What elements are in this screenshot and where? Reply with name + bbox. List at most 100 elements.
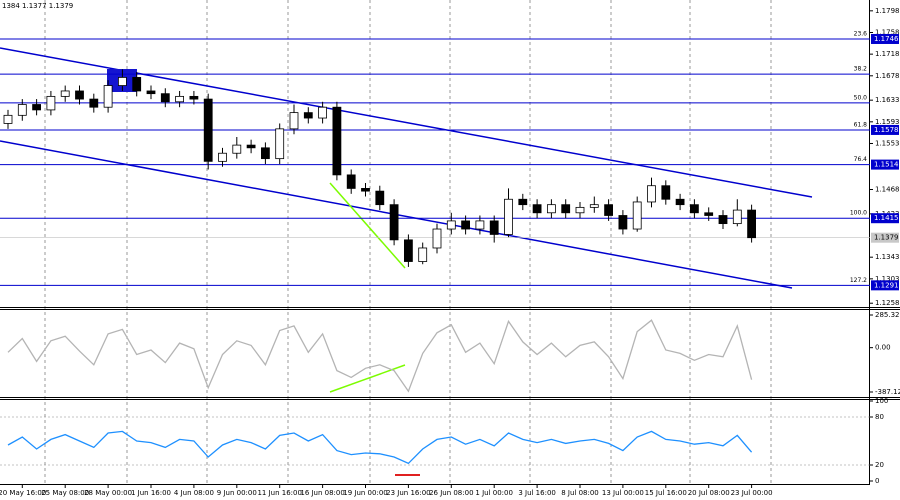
x-tick-label: 13 Jul 00:00 [602,489,644,497]
candle-body [46,95,56,111]
candle-body [403,239,413,262]
x-tick-label: 20 Jul 08:00 [688,489,730,497]
x-tick-label: 8 Jul 08:00 [561,489,599,497]
candle-body [747,209,756,239]
candle-body [418,247,428,262]
candle-body [203,98,213,162]
candle-body [704,212,714,216]
x-tick-label: 23 Jul 00:00 [731,489,773,497]
y-tick-label: 1.1758 [875,28,900,36]
candle-body [189,95,199,100]
x-tick-label: 11 Jun 16:00 [257,489,301,497]
level-label: 76.4 [854,156,868,163]
x-tick-label: 25 May 08:00 [41,489,89,497]
candle-body [647,185,656,203]
candle-body [260,147,270,160]
indicator-line [7,430,753,465]
candle-body [732,209,742,225]
candle-body [218,152,227,162]
y-tick-label: 1.1633 [875,96,900,104]
candle-body [160,93,170,103]
price-box [871,213,899,224]
level-label: 100.0 [850,210,867,217]
candle-body [461,220,471,230]
candle-body [318,106,328,119]
x-tick-label: 26 Jun 08:00 [429,489,473,497]
x-tick-label: 9 Jun 00:00 [217,489,257,497]
y-tick-label: 1.1678 [875,72,900,80]
y-tick-label: 1.1468 [875,186,900,194]
y-tick-label: 1.1258 [875,299,900,307]
y-tick-label: 1.1718 [875,50,900,58]
candle-body [446,220,456,230]
y-tick-label: 80 [875,413,884,421]
candle-body [375,190,385,206]
candle-body [118,77,127,86]
chart-header: 1384 1.1377 1.1379 [2,2,73,10]
candle-body [661,185,671,200]
level-label: 61.8 [854,121,868,128]
candle-body [361,188,370,192]
level-label: 38.2 [854,66,868,73]
price-box-label: 1.1291 [874,281,899,289]
level-label: 50.0 [854,94,868,101]
y-tick-label: 20 [875,461,884,469]
level-label: 127.2 [850,277,867,284]
price-box-label: 1.1746 [874,35,899,43]
grid [44,0,772,484]
price-box-label: 1.1514 [874,161,899,169]
x-tick-label: 23 Jun 16:00 [386,489,430,497]
candle-body [690,204,699,214]
level-label: 23.6 [854,30,868,37]
candle-body [289,112,299,130]
indicator-line [7,319,753,393]
candle-body [3,114,13,124]
candle-body [604,204,613,216]
current-price-label: 1.1379 [874,234,899,242]
candle-body [346,174,356,189]
price-box [871,159,899,170]
candle-body [589,204,599,208]
x-tick-label: 28 May 00:00 [84,489,132,497]
candle-body [489,220,499,235]
price-box [871,124,899,135]
y-tick-label: 0.00 [875,344,891,352]
candle-body [632,201,642,230]
y-tick-label: 1.1303 [875,275,900,283]
candle-body [547,204,556,214]
x-tick-label: 15 Jul 16:00 [645,489,687,497]
candle-body [132,77,142,92]
x-tick-label: 3 Jul 16:00 [518,489,556,497]
price-box [871,33,899,44]
x-tick-label: 1 Jun 16:00 [131,489,171,497]
candle-body [303,112,313,119]
candle-body [518,198,528,206]
candle-body [232,144,242,154]
x-tick-label: 16 Jun 08:00 [300,489,344,497]
y-tick-label: 285.322 [875,311,900,319]
x-tick-label: 1 Jul 00:00 [475,489,513,497]
y-tick-label: 0 [875,477,879,485]
candle-body [675,198,685,206]
x-tick-label: 4 Jun 08:00 [174,489,214,497]
y-tick-label: 1.1343 [875,253,900,261]
candle-body [103,85,113,108]
y-tick-label: 1.1798 [875,7,900,15]
y-tick-label: -387.129 [875,388,900,396]
candle-body [718,215,728,225]
candle-body [75,90,84,100]
candle-body [432,228,442,249]
candle-body [246,144,256,149]
candle-body [89,98,99,108]
candle-body [618,215,628,230]
trend-line [329,182,406,269]
current-price-box [871,232,899,243]
candle-body [475,220,485,230]
candle-body [504,198,513,235]
candle-body [60,90,70,97]
candle-body [575,206,585,214]
candle-body [389,204,399,241]
candle-body [175,95,185,103]
candle-body [146,90,156,95]
